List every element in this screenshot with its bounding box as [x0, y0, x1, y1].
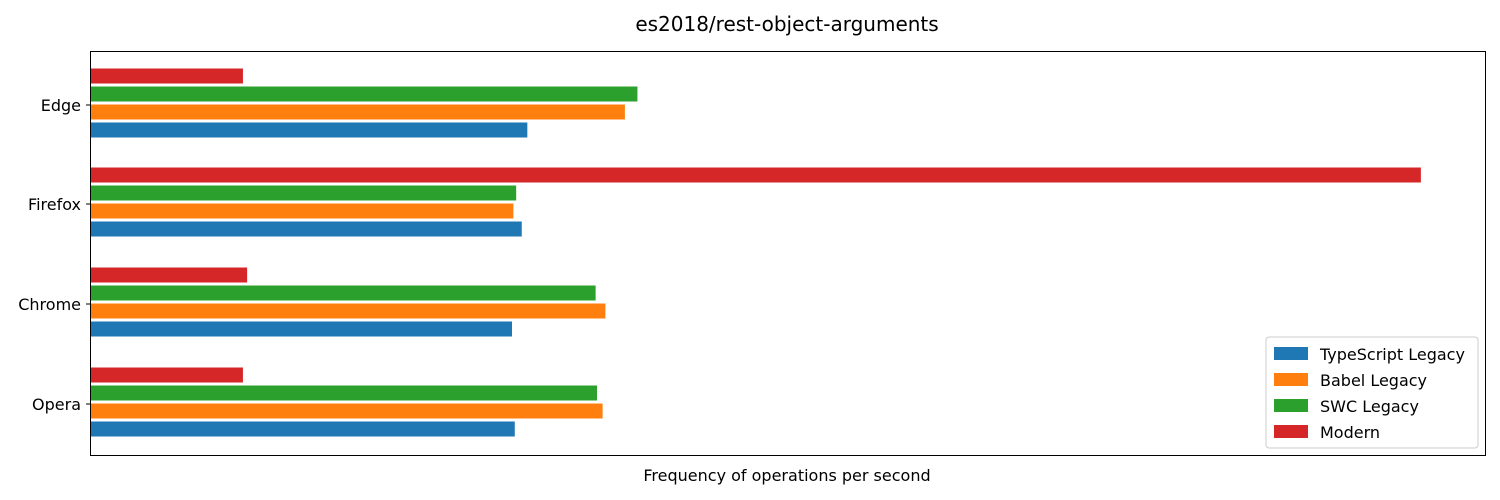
plot-frame	[90, 51, 1486, 456]
legend-label-modern: Modern	[1320, 423, 1380, 442]
bar-firefox-babel-legacy	[91, 203, 514, 219]
bar-opera-swc-legacy	[91, 385, 598, 401]
chart-title: es2018/rest-object-arguments	[635, 12, 938, 36]
y-tick-label-opera: Opera	[32, 395, 81, 414]
legend-swatch-typescript-legacy	[1274, 347, 1308, 360]
bar-opera-babel-legacy	[91, 403, 603, 419]
bar-edge-babel-legacy	[91, 104, 625, 120]
legend-label-typescript-legacy: TypeScript Legacy	[1319, 345, 1465, 364]
y-tick-label-edge: Edge	[41, 96, 81, 115]
bar-opera-typescript-legacy	[91, 421, 515, 437]
bar-chrome-swc-legacy	[91, 285, 596, 301]
bar-firefox-modern	[91, 167, 1421, 183]
bar-firefox-typescript-legacy	[91, 221, 522, 237]
y-tick-label-firefox: Firefox	[28, 195, 81, 214]
bars-layer	[91, 68, 1421, 437]
legend-label-babel-legacy: Babel Legacy	[1320, 371, 1427, 390]
bar-edge-swc-legacy	[91, 86, 638, 102]
legend-swatch-swc-legacy	[1274, 399, 1308, 412]
legend-swatch-modern	[1274, 425, 1308, 438]
y-tick-label-chrome: Chrome	[18, 295, 81, 314]
bar-edge-typescript-legacy	[91, 122, 528, 138]
bar-chrome-modern	[91, 267, 248, 283]
legend: TypeScript Legacy Babel Legacy SWC Legacy M…	[1265, 336, 1479, 449]
bar-opera-modern	[91, 367, 243, 383]
legend-label-swc-legacy: SWC Legacy	[1320, 397, 1419, 416]
legend-frame	[1265, 336, 1479, 449]
x-axis-label: Frequency of operations per second	[643, 466, 930, 485]
bar-edge-modern	[91, 68, 243, 84]
y-axis: Edge Firefox Chrome Opera	[18, 96, 91, 414]
bar-chrome-babel-legacy	[91, 303, 606, 319]
bar-chrome-typescript-legacy	[91, 321, 512, 337]
bar-firefox-swc-legacy	[91, 185, 517, 201]
legend-swatch-babel-legacy	[1274, 373, 1308, 386]
